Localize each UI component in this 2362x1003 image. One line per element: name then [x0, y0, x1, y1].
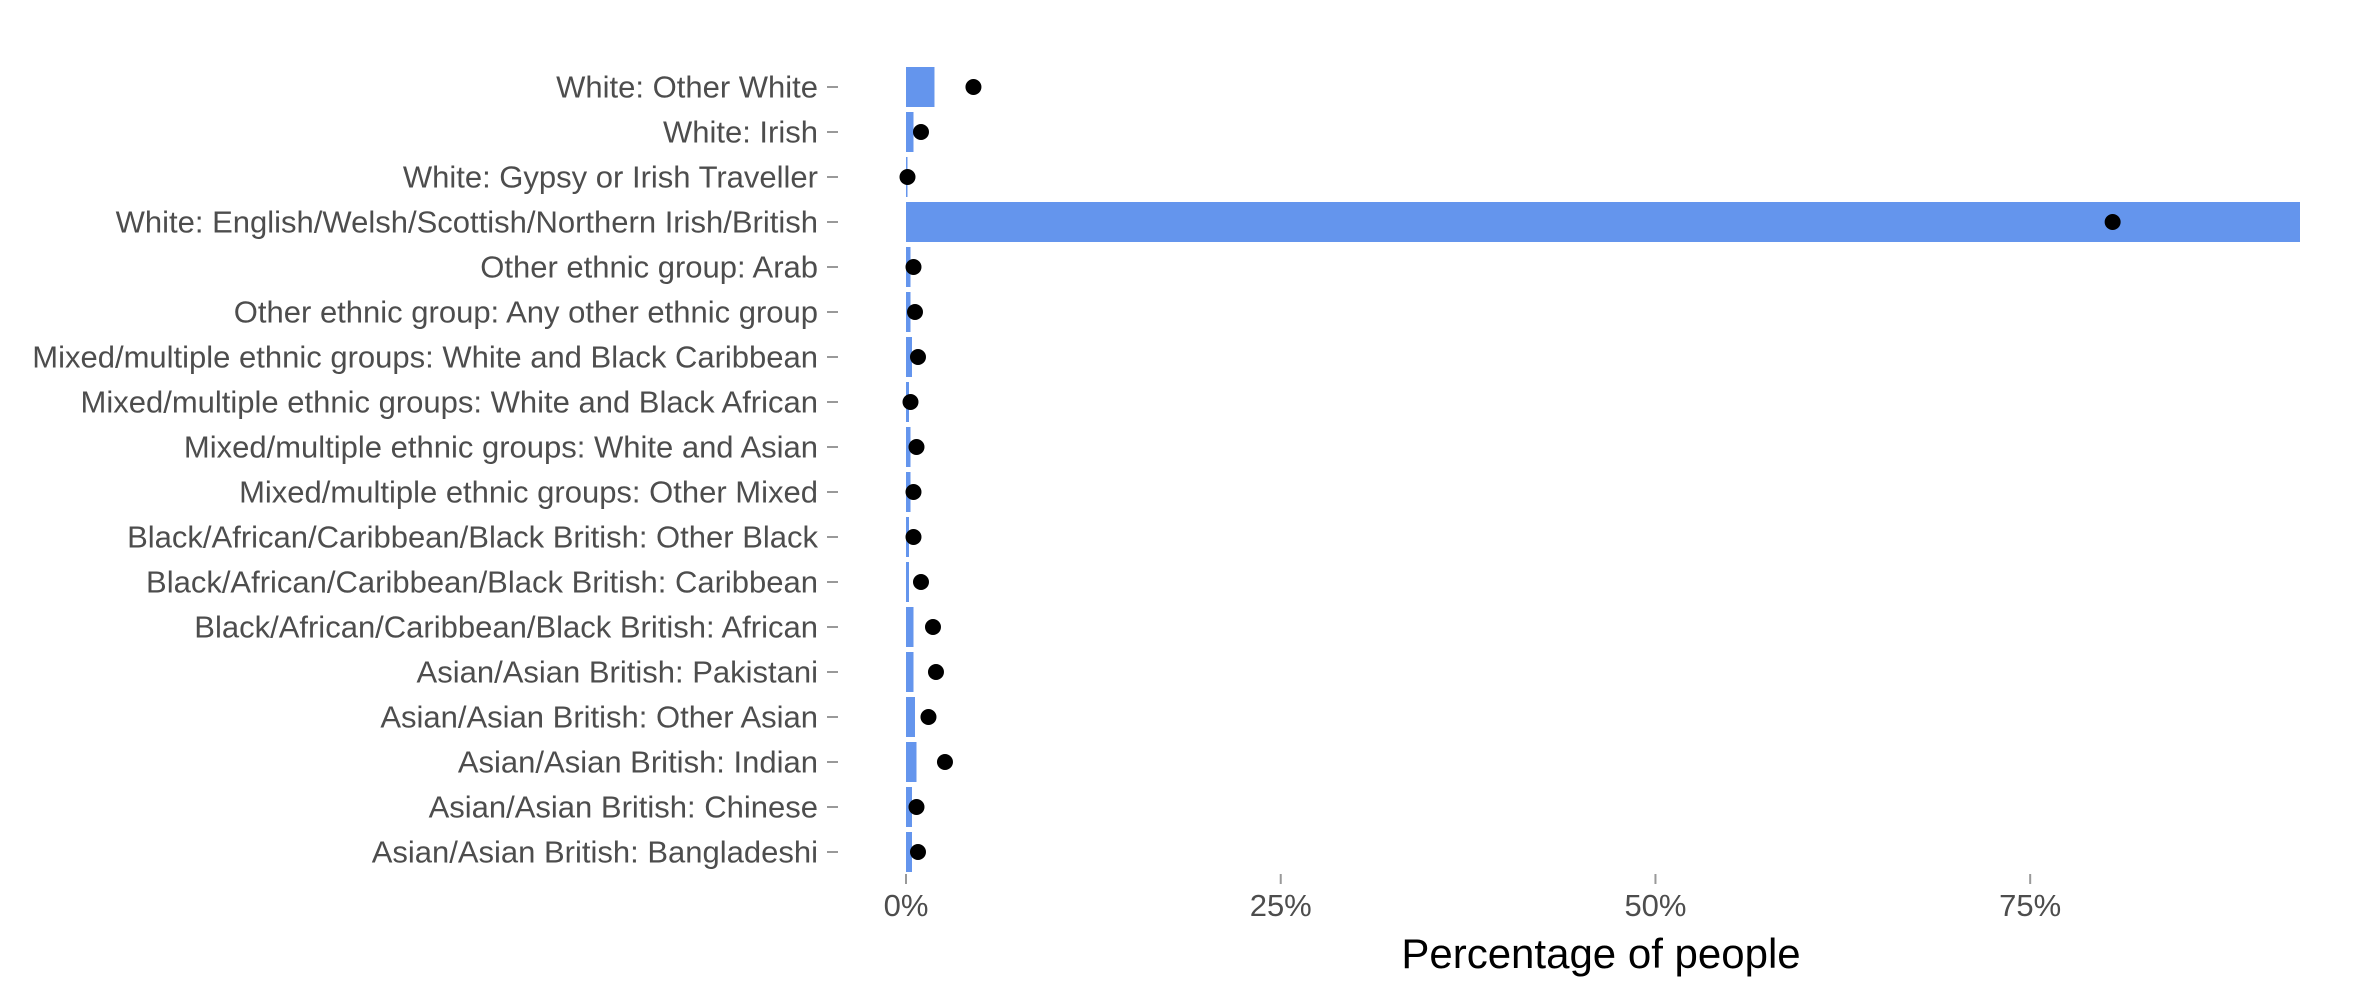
category-label: Black/African/Caribbean/Black British: C…: [146, 565, 818, 600]
bar: [906, 202, 2300, 242]
category-axis: White: Other White White: Irish White: Gyp…: [32, 70, 838, 870]
category-label: Mixed/multiple ethnic groups: White and …: [81, 385, 818, 420]
category-label: White: English/Welsh/Scottish/Northern I…: [116, 205, 818, 240]
category-label: Asian/Asian British: Bangladeshi: [372, 835, 818, 870]
category-label: White: Irish: [663, 115, 818, 150]
category-label: Asian/Asian British: Chinese: [429, 790, 818, 825]
category-label: Black/African/Caribbean/Black British: O…: [127, 520, 818, 555]
category-label: Asian/Asian British: Pakistani: [417, 655, 818, 690]
bar: [906, 742, 917, 782]
x-tick-label: 50%: [1624, 888, 1686, 923]
point-marker: [908, 799, 925, 815]
bar: [906, 607, 914, 647]
point-marker: [902, 394, 919, 410]
x-tick-label: 75%: [1999, 888, 2061, 923]
point-marker: [905, 259, 922, 275]
x-axis-title: Percentage of people: [1401, 930, 1800, 977]
category-label: White: Other White: [556, 70, 818, 105]
category-label: Other ethnic group: Arab: [480, 250, 818, 285]
category-label: Black/African/Caribbean/Black British: A…: [194, 610, 818, 645]
bar: [906, 427, 911, 467]
point-marker: [912, 124, 929, 140]
point-layer: [899, 79, 2121, 860]
point-marker: [924, 619, 941, 635]
bar: [906, 67, 935, 107]
point-marker: [905, 484, 922, 500]
x-tick-label: 0%: [884, 888, 929, 923]
point-marker: [965, 79, 982, 95]
point-marker: [908, 439, 925, 455]
point-marker: [920, 709, 937, 725]
x-tick-label: 25%: [1250, 888, 1312, 923]
category-label: Mixed/multiple ethnic groups: White and …: [32, 340, 818, 375]
bar-layer: [906, 67, 2300, 872]
point-marker: [899, 169, 916, 185]
bar: [906, 562, 909, 602]
bar: [906, 112, 914, 152]
point-marker: [909, 844, 926, 860]
point-marker: [905, 529, 922, 545]
point-marker: [2104, 214, 2121, 230]
category-label: Mixed/multiple ethnic groups: Other Mixe…: [239, 475, 818, 510]
point-marker: [927, 664, 944, 680]
category-label: Mixed/multiple ethnic groups: White and …: [184, 430, 818, 465]
bar: [906, 337, 912, 377]
category-label: White: Gypsy or Irish Traveller: [403, 160, 818, 195]
bar: [906, 697, 915, 737]
category-label: Other ethnic group: Any other ethnic gro…: [234, 295, 818, 330]
category-label: Asian/Asian British: Other Asian: [380, 700, 818, 735]
point-marker: [909, 349, 926, 365]
bar: [906, 652, 914, 692]
point-marker: [912, 574, 929, 590]
point-marker: [936, 754, 953, 770]
bar: [906, 832, 912, 872]
category-label: Asian/Asian British: Indian: [458, 745, 818, 780]
point-marker: [906, 304, 923, 320]
x-axis: 0% 25% 50% 75%: [884, 874, 2061, 923]
